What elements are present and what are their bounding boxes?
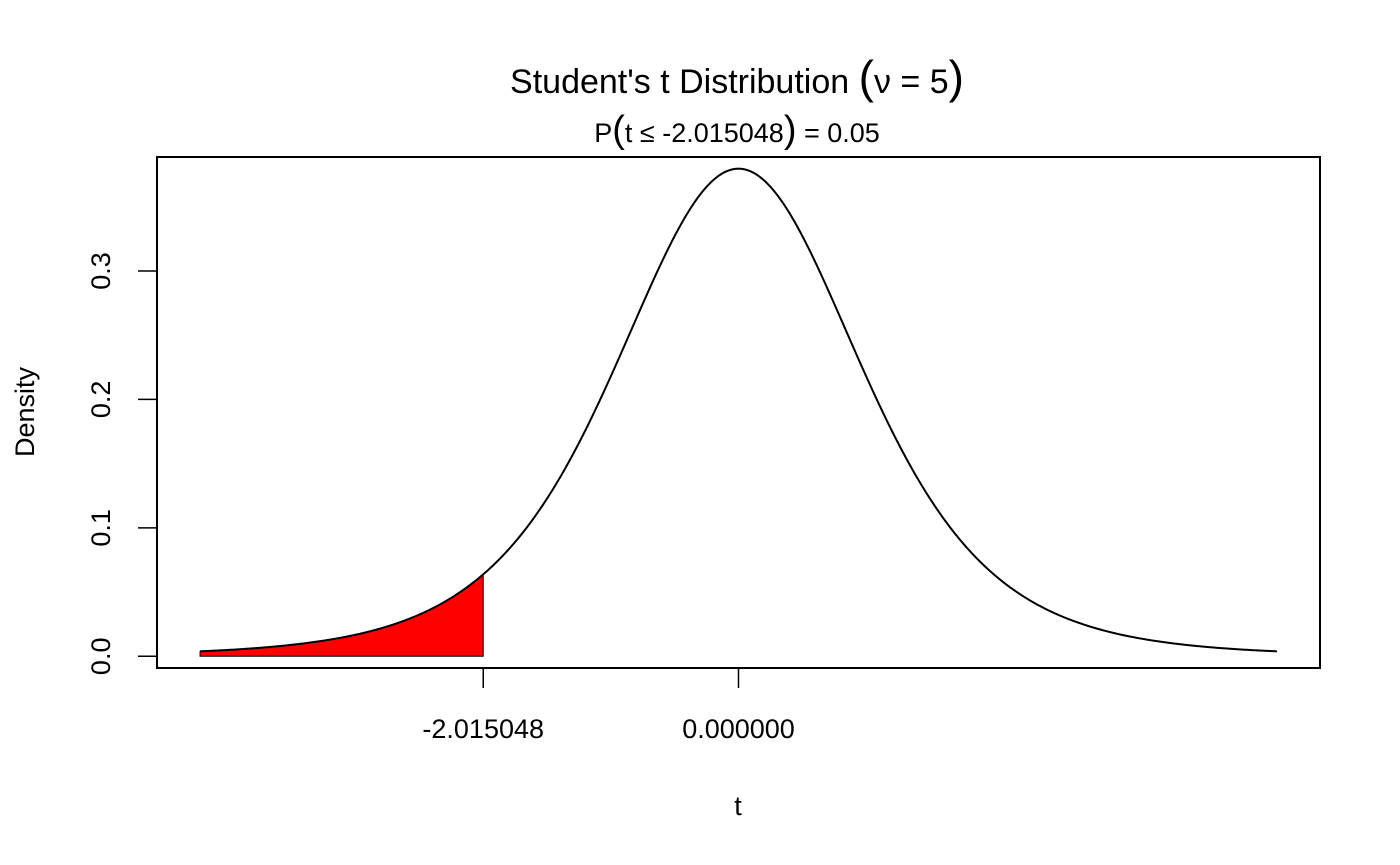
chart-title-df: 5	[930, 63, 949, 101]
chart-title: Student's t Distribution (ν = 5)	[510, 51, 964, 103]
y-tick-label: 0.3	[86, 252, 116, 290]
x-axis: -2.015048 0.000000	[422, 668, 795, 744]
lower-tail-shaded-area	[200, 574, 484, 657]
chart-subtitle-prefix: P	[594, 118, 612, 148]
y-tick-label: 0.1	[86, 509, 116, 547]
chart-subtitle: P(t ≤ -2.015048) = 0.05	[594, 109, 880, 151]
y-tick-label: 0.0	[86, 638, 116, 676]
chart-title-nu: ν	[874, 63, 891, 101]
x-tick-label: 0.000000	[682, 714, 795, 744]
x-axis-label: t	[734, 791, 742, 821]
chart-title-close-paren: )	[949, 51, 964, 103]
x-tick-label: -2.015048	[422, 714, 544, 744]
chart-subtitle-inner: t ≤ -2.015048	[625, 118, 784, 148]
chart-title-equals: =	[891, 63, 930, 101]
y-axis-label: Density	[10, 366, 40, 457]
plot-frame	[156, 156, 1321, 669]
y-axis: 0.0 0.1 0.2 0.3	[86, 252, 157, 675]
chart-subtitle-suffix: = 0.05	[796, 118, 879, 148]
density-curve	[200, 167, 1277, 653]
chart-title-main: Student's t Distribution	[510, 63, 859, 101]
y-tick-label: 0.2	[86, 381, 116, 419]
chart-title-open-paren: (	[859, 51, 875, 103]
chart-subtitle-open-paren: (	[612, 109, 625, 151]
chart-subtitle-close-paren: )	[784, 109, 797, 151]
